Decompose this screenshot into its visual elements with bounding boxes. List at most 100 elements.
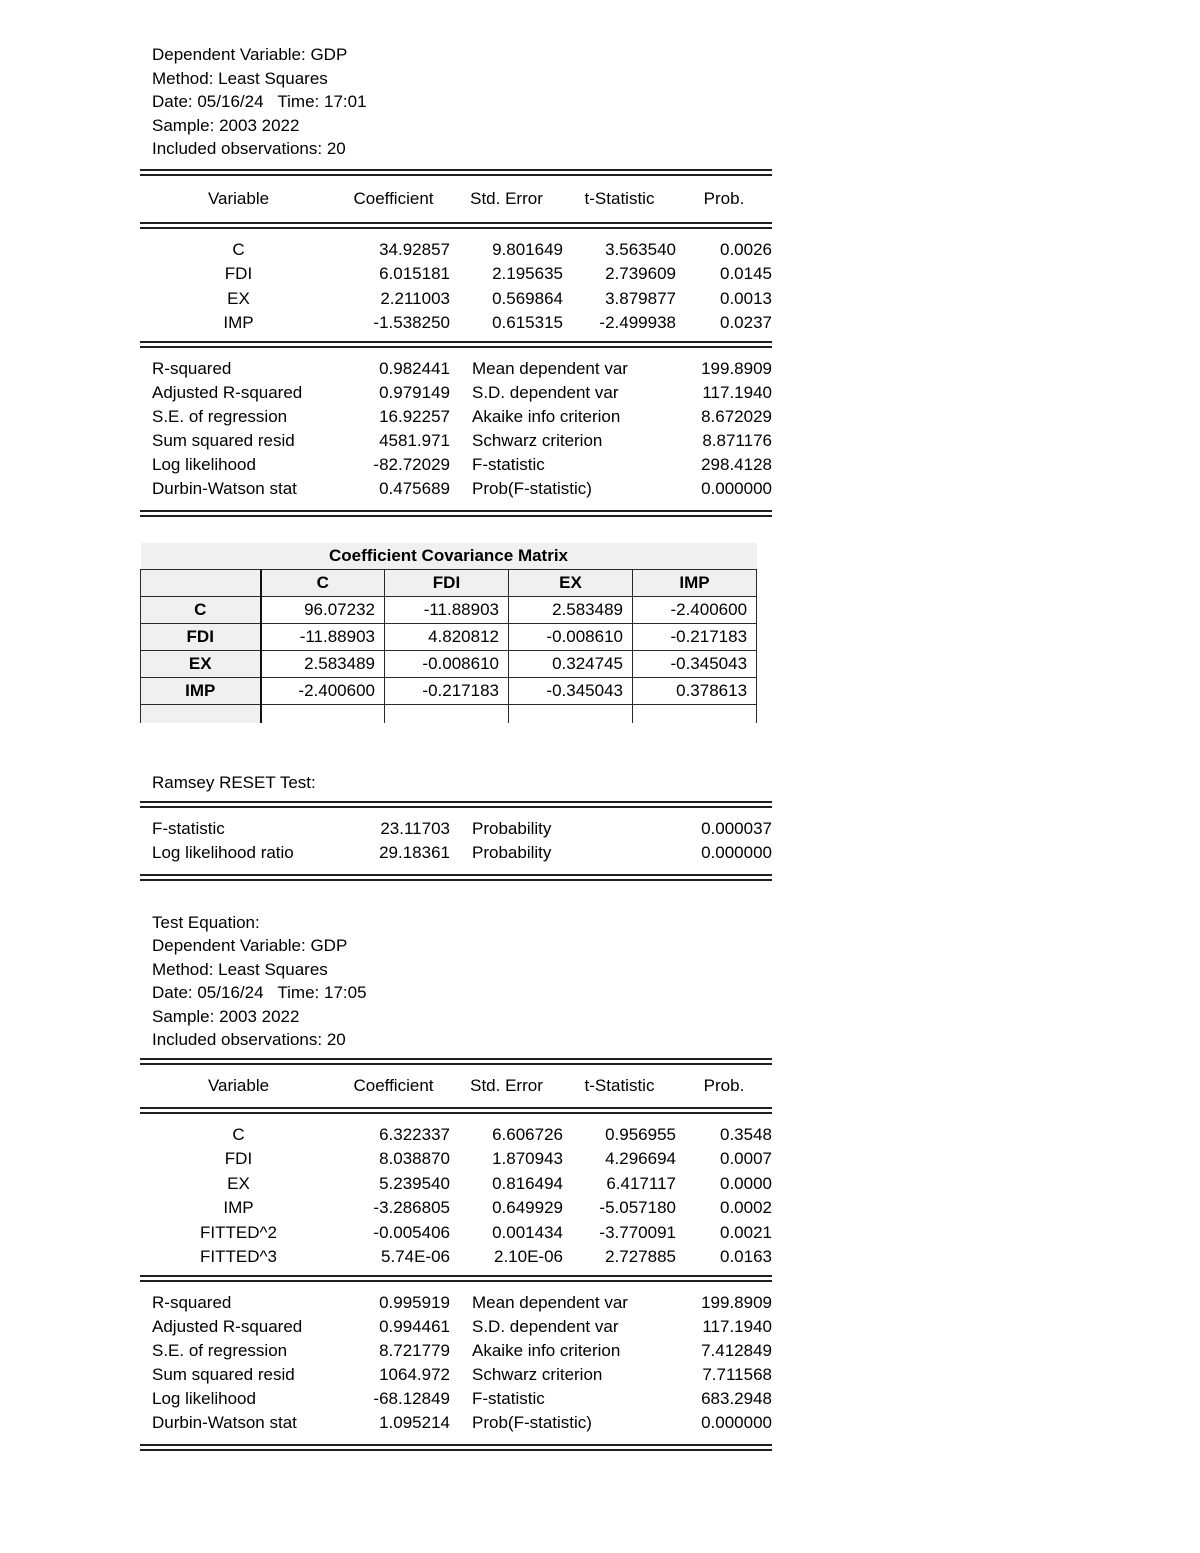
prob-cell: 0.0145 <box>720 264 772 284</box>
stats-row: F-statistic 23.11703 Probability 0.00003… <box>140 808 772 841</box>
stat-label: S.D. dependent var <box>472 382 619 402</box>
stats-row: S.E. of regression 16.92257 Akaike info … <box>140 405 772 429</box>
corner-cell <box>140 568 261 597</box>
prob-cell: 0.0163 <box>720 1247 772 1267</box>
covariance-row: EX 2.583489 -0.008610 0.324745 -0.345043 <box>140 649 758 678</box>
cov-col-header: C <box>259 568 385 597</box>
col-header-coefficient: Coefficient <box>353 188 434 208</box>
variable-cell: C <box>232 1124 245 1144</box>
coefficient-row: FDI 8.038870 1.870943 4.296694 0.0007 <box>140 1147 772 1172</box>
coefficient-cell: 8.038870 <box>379 1149 450 1169</box>
prob-cell: 0.0007 <box>720 1149 772 1169</box>
prob-cell: 0.0013 <box>720 288 772 308</box>
coefficient-cell: -0.005406 <box>373 1222 450 1242</box>
std-error-cell: 0.649929 <box>492 1198 563 1218</box>
stat-value: 29.18361 <box>379 842 450 862</box>
col-header-t-statistic: t-Statistic <box>584 1075 655 1095</box>
col-header-t-statistic: t-Statistic <box>584 188 655 208</box>
stat-value: 683.2948 <box>701 1388 772 1408</box>
t-statistic-cell: 2.727885 <box>605 1247 676 1267</box>
col-header-variable: Variable <box>207 188 270 208</box>
stat-label: Log likelihood ratio <box>152 842 294 862</box>
stat-value: 117.1940 <box>702 382 772 402</box>
cov-col-header: IMP <box>631 568 758 597</box>
stat-value: 298.4128 <box>701 454 772 474</box>
cov-value-cell: -0.345043 <box>508 676 633 705</box>
column-header-row: Variable Coefficient Std. Error t-Statis… <box>140 176 772 222</box>
variable-cell: C <box>232 239 245 259</box>
prob-cell: 0.0237 <box>720 313 772 333</box>
cov-value-cell: -11.88903 <box>384 595 509 624</box>
cov-value-cell: -0.008610 <box>384 649 509 678</box>
coefficient-table-2: C 6.322337 6.606726 0.956955 0.3548 FDI … <box>140 1114 772 1275</box>
cov-col-header: EX <box>508 568 633 597</box>
coefficient-row: C 6.322337 6.606726 0.956955 0.3548 <box>140 1114 772 1148</box>
t-statistic-cell: 3.563540 <box>605 239 676 259</box>
std-error-cell: 0.615315 <box>492 313 563 333</box>
col-header-variable: Variable <box>207 1075 270 1095</box>
stats-row: S.E. of regression 8.721779 Akaike info … <box>140 1339 772 1363</box>
coefficient-row: FITTED^3 5.74E-06 2.10E-06 2.727885 0.01… <box>140 1245 772 1275</box>
stats-row: Durbin-Watson stat 0.475689 Prob(F-stati… <box>140 477 772 510</box>
stat-label: S.E. of regression <box>152 1340 288 1360</box>
stat-label: Durbin-Watson stat <box>152 1412 297 1432</box>
double-rule <box>140 1106 772 1114</box>
stat-label: Sum squared resid <box>152 430 295 450</box>
coefficient-row: IMP -3.286805 0.649929 -5.057180 0.0002 <box>140 1196 772 1221</box>
variable-cell: FITTED^3 <box>200 1247 277 1267</box>
std-error-cell: 0.816494 <box>492 1173 563 1193</box>
stat-value: 0.979149 <box>379 382 450 402</box>
observations-line: Included observations: 20 <box>152 139 346 158</box>
date-time-line: Date: 05/16/24 Time: 17:01 <box>152 92 367 111</box>
stats-row: Adjusted R-squared 0.994461 S.D. depende… <box>140 1315 772 1339</box>
stat-label: Mean dependent var <box>472 1292 628 1312</box>
variable-cell: FITTED^2 <box>200 1222 277 1242</box>
stat-label: Schwarz criterion <box>472 1364 603 1384</box>
stat-value: 1.095214 <box>379 1412 450 1432</box>
stat-value: 8.721779 <box>379 1340 450 1360</box>
stat-value: 199.8909 <box>701 358 772 378</box>
stat-value: 7.711568 <box>702 1364 772 1384</box>
double-rule <box>140 509 772 517</box>
variable-cell: FDI <box>224 264 253 284</box>
ramsey-test-title: Ramsey RESET Test: <box>152 772 316 792</box>
ramsey-test-table: F-statistic 23.11703 Probability 0.00003… <box>140 808 772 874</box>
stat-value: -68.12849 <box>373 1388 450 1408</box>
stat-label: Prob(F-statistic) <box>472 1412 592 1432</box>
double-rule <box>140 1443 772 1451</box>
t-statistic-cell: -5.057180 <box>599 1198 676 1218</box>
method-line: Method: Least Squares <box>152 68 328 88</box>
coefficient-cell: 34.92857 <box>379 239 450 259</box>
covariance-empty-row <box>140 703 758 723</box>
cov-value-cell: -0.008610 <box>508 622 633 651</box>
cov-value-cell: -2.400600 <box>631 595 758 624</box>
summary-stats-table-2: R-squared 0.995919 Mean dependent var 19… <box>140 1282 772 1444</box>
cov-row-label: EX <box>140 649 261 678</box>
stat-value: 0.475689 <box>379 478 450 498</box>
covariance-matrix-table: Coefficient Covariance Matrix C FDI EX I… <box>140 542 758 723</box>
col-header-prob: Prob. <box>703 1075 745 1095</box>
cov-value-cell: 2.583489 <box>508 595 633 624</box>
stat-value: -82.72029 <box>373 454 450 474</box>
t-statistic-cell: 3.879877 <box>605 288 676 308</box>
t-statistic-cell: 2.739609 <box>605 264 676 284</box>
coefficient-row: EX 5.239540 0.816494 6.417117 0.0000 <box>140 1172 772 1197</box>
cov-value-cell: -0.217183 <box>631 622 758 651</box>
cov-value-cell: 2.583489 <box>259 649 385 678</box>
stat-value: 0.982441 <box>379 358 450 378</box>
std-error-cell: 0.569864 <box>492 288 563 308</box>
observations-line: Included observations: 20 <box>152 1030 346 1049</box>
prob-cell: 0.3548 <box>720 1124 772 1144</box>
variable-cell: EX <box>227 288 250 308</box>
sample-line: Sample: 2003 2022 <box>152 115 300 135</box>
stat-label: S.D. dependent var <box>472 1316 619 1336</box>
cov-row-label: C <box>140 595 261 624</box>
covariance-matrix-title: Coefficient Covariance Matrix <box>140 542 757 570</box>
cov-row-label: FDI <box>140 622 261 651</box>
covariance-row: C 96.07232 -11.88903 2.583489 -2.400600 <box>140 595 758 624</box>
covariance-header-row: C FDI EX IMP <box>140 568 758 597</box>
std-error-cell: 2.195635 <box>492 264 563 284</box>
std-error-cell: 1.870943 <box>492 1149 563 1169</box>
double-rule <box>140 1274 772 1282</box>
